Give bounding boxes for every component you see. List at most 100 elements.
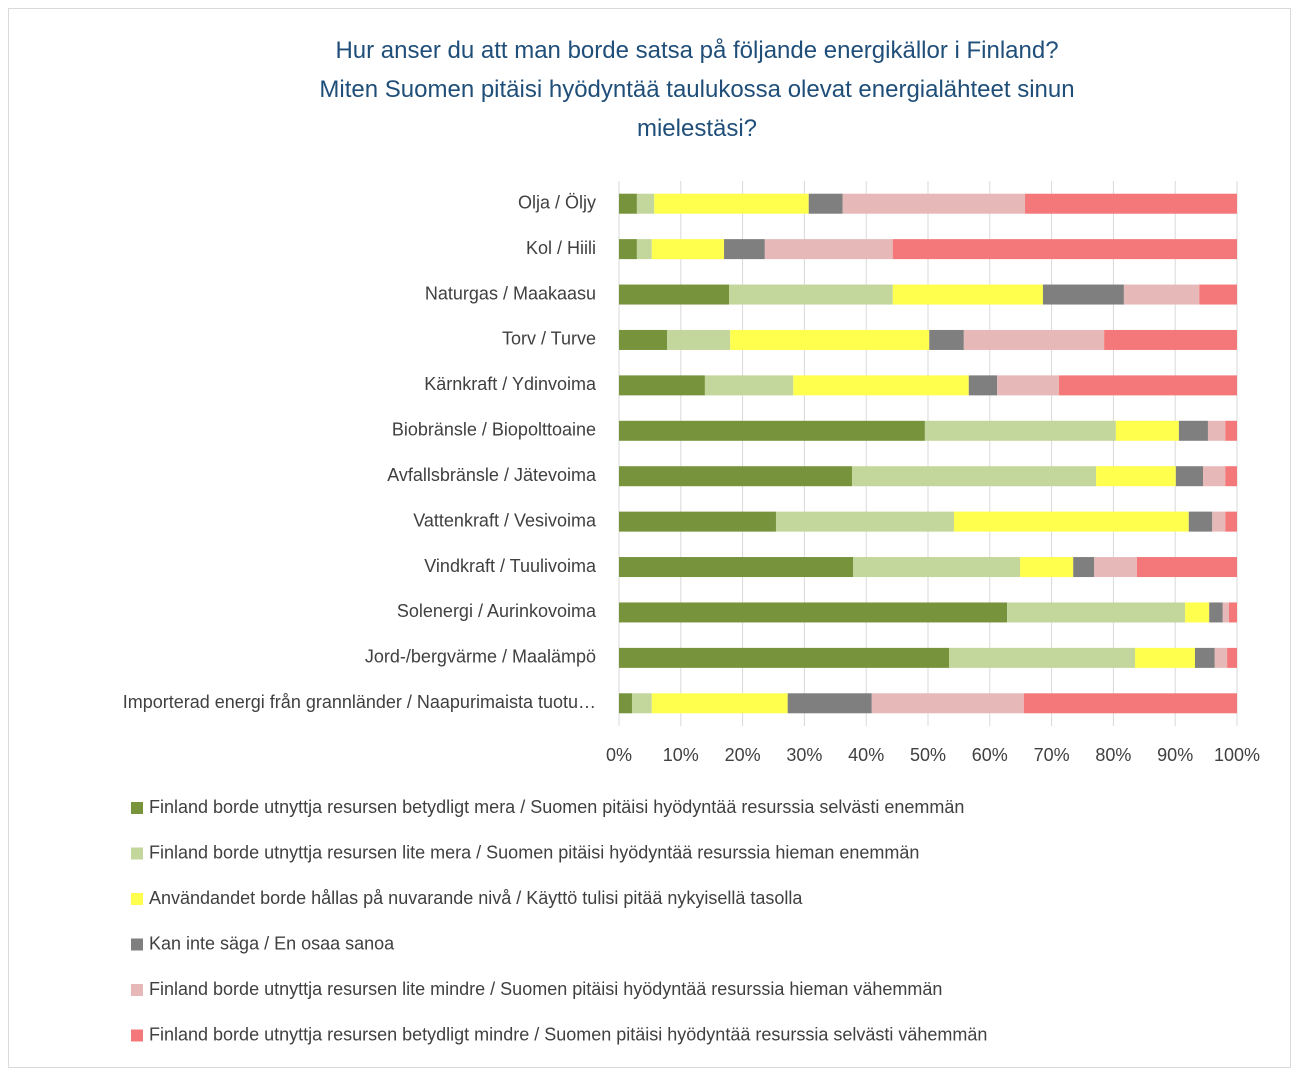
bar-segment [851, 466, 1097, 487]
legend-label: Finland borde utnyttja resursen lite min… [149, 979, 942, 999]
y-tick-label: Avfallsbränsle / Jätevoima [387, 465, 597, 485]
bar-segment [871, 693, 1024, 714]
bar-segment [619, 466, 852, 487]
bar-segment [730, 329, 930, 350]
bar-segment [1178, 420, 1208, 441]
legend-swatch [131, 1029, 143, 1042]
legend-swatch [131, 893, 143, 905]
bar-segment [892, 239, 1237, 260]
bar-segment [793, 375, 969, 396]
bar-segment [1222, 602, 1229, 623]
bar-segment [953, 511, 1189, 532]
x-tick-label: 60% [972, 745, 1008, 765]
bar-segment [1228, 602, 1237, 623]
bar-segment [1025, 193, 1237, 214]
title-line: Hur anser du att man borde satsa på följ… [335, 37, 1059, 64]
bar-segment [1175, 466, 1204, 487]
bar-segment [1115, 420, 1179, 441]
bar-segment [1185, 602, 1210, 623]
bar-segment [1227, 647, 1237, 668]
bar-segment [636, 239, 652, 260]
bar-segment [631, 693, 652, 714]
x-tick-label: 30% [786, 745, 822, 765]
bar-segment [1094, 557, 1137, 578]
bar-segment [808, 193, 843, 214]
chart-title: Hur anser du att man borde satsa på följ… [197, 31, 1197, 148]
legend-label: Finland borde utnyttja resursen betydlig… [149, 1024, 987, 1044]
x-tick-label: 10% [663, 745, 699, 765]
bar-segment [619, 693, 632, 714]
legend-swatch [131, 938, 143, 951]
bar-segment [667, 329, 731, 350]
y-tick-label: Vindkraft / Tuulivoima [424, 556, 597, 576]
bar-segment [619, 239, 637, 260]
bar-segment [619, 511, 776, 532]
bar-segment [1023, 693, 1237, 714]
bar-segment [1123, 284, 1200, 305]
bar-segment [619, 557, 854, 578]
bar-segment [949, 647, 1136, 668]
legend-swatch [131, 847, 143, 860]
bar-segment [1225, 466, 1237, 487]
bar-segment [636, 193, 655, 214]
bar-segment [651, 239, 725, 260]
bar-segment [619, 375, 705, 396]
legend-swatch [131, 984, 143, 996]
x-tick-label: 50% [910, 745, 946, 765]
bar-segment [997, 375, 1060, 396]
y-tick-label: Kol / Hiili [526, 238, 596, 258]
bar-segment [1007, 602, 1186, 623]
bar-segment [729, 284, 893, 305]
legend-label: Finland borde utnyttja resursen lite mer… [149, 842, 919, 862]
y-tick-label: Torv / Turve [502, 329, 596, 349]
bar-segment [892, 284, 1043, 305]
y-tick-label: Importerad energi från grannländer / Naa… [123, 692, 596, 712]
bar-segment [842, 193, 1026, 214]
y-tick-label: Olja / Öljy [518, 192, 596, 212]
bar-segment [1212, 511, 1226, 532]
x-tick-label: 80% [1095, 745, 1131, 765]
legend-label: Kan inte säga / En osaa sanoa [149, 933, 395, 953]
y-tick-label: Kärnkraft / Ydinvoima [424, 374, 597, 394]
bar-segment [1020, 557, 1074, 578]
bar-segment [1136, 557, 1237, 578]
bar-segment [1225, 420, 1237, 441]
bar-segment [704, 375, 794, 396]
bar-segment [1059, 375, 1237, 396]
bar-segment [1207, 420, 1226, 441]
y-tick-label: Solenergi / Aurinkovoima [397, 601, 597, 621]
bar-segment [853, 557, 1021, 578]
bar-segment [1225, 511, 1237, 532]
x-tick-label: 90% [1157, 745, 1193, 765]
bar-segment [787, 693, 872, 714]
y-tick-label: Jord-/bergvärme / Maalämpö [365, 647, 596, 667]
x-tick-label: 0% [606, 745, 632, 765]
title-line: Miten Suomen pitäisi hyödyntää taulukoss… [319, 76, 1075, 142]
legend-swatch [131, 802, 143, 814]
bar-segment [619, 193, 637, 214]
bar-segment [619, 602, 1008, 623]
bar-segment [1096, 466, 1176, 487]
bar-segment [724, 239, 765, 260]
bar-segment [924, 420, 1116, 441]
y-tick-label: Vattenkraft / Vesivoima [413, 510, 597, 530]
bar-segment [619, 329, 668, 350]
bar-segment [1199, 284, 1237, 305]
bar-segment [929, 329, 964, 350]
bar-segment [619, 420, 925, 441]
bar-segment [1209, 602, 1223, 623]
bar-segment [1042, 284, 1124, 305]
bar-segment [1188, 511, 1213, 532]
legend-label: Finland borde utnyttja resursen betydlig… [149, 797, 964, 817]
x-tick-label: 70% [1034, 745, 1070, 765]
bar-segment [1214, 647, 1228, 668]
bar-segment [1073, 557, 1095, 578]
bar-segment [651, 693, 788, 714]
bar-segment [1203, 466, 1226, 487]
bar-segment [619, 284, 730, 305]
x-tick-label: 100% [1214, 745, 1260, 765]
bar-segment [1104, 329, 1237, 350]
bar-segment [968, 375, 998, 396]
bar-segment [619, 647, 950, 668]
